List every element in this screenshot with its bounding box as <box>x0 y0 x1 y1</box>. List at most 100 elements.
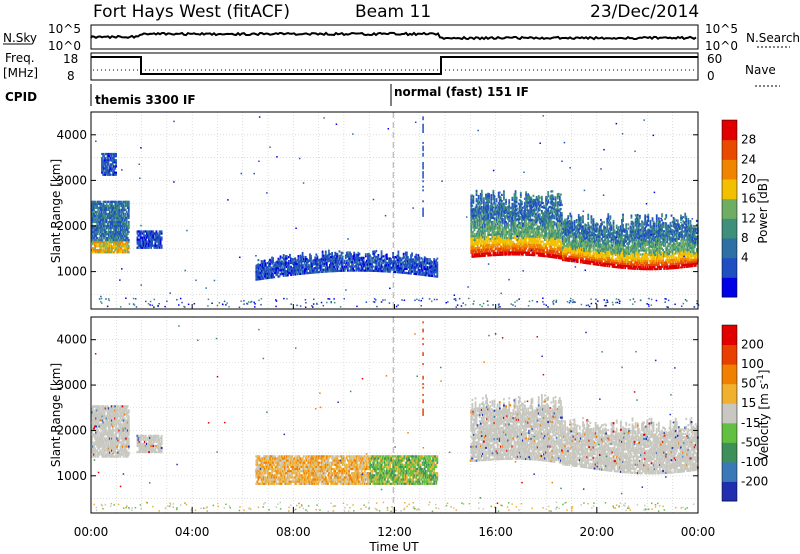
data-cell <box>357 269 360 272</box>
data-cell <box>144 240 147 243</box>
data-cell <box>155 230 158 233</box>
data-cell <box>302 266 305 269</box>
data-cell <box>543 228 545 231</box>
data-cell <box>559 203 562 206</box>
data-cell <box>525 224 527 227</box>
data-cell <box>475 206 478 209</box>
data-cell <box>558 208 561 211</box>
data-cell <box>315 271 318 274</box>
data-cell <box>151 240 154 243</box>
data-cell <box>348 263 350 266</box>
data-cell <box>353 265 356 268</box>
data-cell <box>120 224 123 228</box>
data-cell <box>113 228 115 232</box>
data-cell <box>416 263 419 266</box>
data-cell <box>392 264 395 267</box>
data-cell <box>510 222 513 226</box>
data-cell <box>475 200 478 203</box>
data-cell <box>483 244 485 247</box>
data-cell <box>321 262 324 265</box>
data-cell <box>471 245 474 248</box>
frequency-line <box>91 56 698 75</box>
data-cell <box>539 224 542 227</box>
data-cell <box>121 208 124 212</box>
data-cell <box>95 233 98 236</box>
data-cell <box>540 197 543 200</box>
data-cell <box>106 214 109 218</box>
data-cell <box>513 226 516 229</box>
data-cell <box>302 272 305 275</box>
data-cell <box>529 245 532 248</box>
data-cell <box>336 261 339 264</box>
data-cell <box>562 240 564 243</box>
data-cell <box>108 249 111 252</box>
data-cell <box>603 221 605 224</box>
data-cell <box>513 228 516 231</box>
data-cell <box>339 267 342 270</box>
data-cell <box>527 216 530 219</box>
data-cell <box>151 234 154 237</box>
data-cell <box>404 263 407 266</box>
data-cell <box>93 214 95 218</box>
data-cell <box>316 261 319 264</box>
data-cell <box>428 270 430 273</box>
data-cell <box>556 195 559 198</box>
data-cell <box>538 200 541 204</box>
data-cell <box>490 245 493 249</box>
data-cell <box>109 249 112 252</box>
data-cell <box>272 267 275 270</box>
data-cell <box>137 244 140 247</box>
data-cell <box>290 265 292 268</box>
data-cell <box>383 270 386 273</box>
data-cell <box>550 200 553 203</box>
data-cell <box>106 169 109 172</box>
data-cell <box>392 262 395 265</box>
data-cell <box>517 243 520 246</box>
data-cell <box>498 218 501 221</box>
data-cell <box>109 239 112 242</box>
data-cell <box>555 254 558 257</box>
data-cell <box>379 259 382 263</box>
data-cell <box>488 225 491 228</box>
data-cell <box>108 251 111 254</box>
data-cell <box>530 247 533 250</box>
data-cell <box>495 235 498 238</box>
data-cell <box>481 244 484 247</box>
data-cell <box>417 256 420 259</box>
data-cell <box>263 261 266 264</box>
data-cell <box>99 214 102 218</box>
data-cell <box>525 236 527 240</box>
data-cell <box>113 216 115 220</box>
data-cell <box>95 235 98 238</box>
data-cell <box>356 258 359 261</box>
data-cell <box>477 250 480 254</box>
data-cell <box>344 256 347 259</box>
data-cell <box>527 251 530 254</box>
data-cell <box>390 268 392 271</box>
data-cell <box>268 260 270 263</box>
data-cell <box>549 209 552 213</box>
data-cell <box>109 214 112 218</box>
data-cell <box>535 241 538 244</box>
data-cell <box>159 232 162 235</box>
data-cell <box>495 198 498 201</box>
data-cell <box>536 202 539 205</box>
data-cell <box>491 249 494 253</box>
data-cell <box>363 269 366 272</box>
data-cell <box>561 218 563 221</box>
data-cell <box>429 260 431 263</box>
data-cell <box>357 251 360 254</box>
data-cell <box>320 257 323 261</box>
data-cell <box>535 252 538 255</box>
data-cell <box>257 265 260 268</box>
data-cell <box>516 211 519 214</box>
data-cell <box>525 232 527 236</box>
data-cell <box>554 231 557 234</box>
data-cell <box>115 173 118 176</box>
data-cell <box>526 245 529 248</box>
data-cell <box>103 200 106 203</box>
data-cell <box>528 215 531 218</box>
data-cell <box>470 208 473 212</box>
data-cell <box>105 245 108 248</box>
data-cell <box>556 246 559 249</box>
